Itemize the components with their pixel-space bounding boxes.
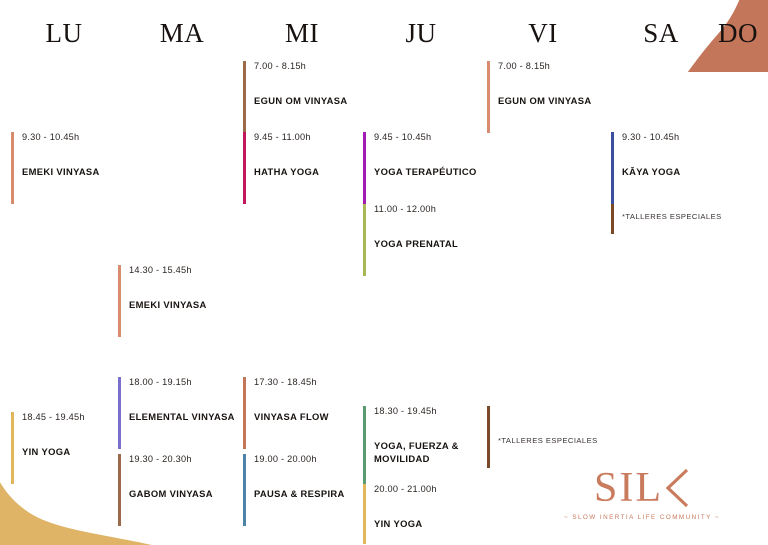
logo-silk-text: SIL: [594, 465, 663, 511]
day-header-mi: MI: [285, 18, 319, 48]
class-color-bar: [611, 132, 614, 204]
class-block-ma-gabom-vinyasa[interactable]: 19.30 - 20.30h GABOM VINYASA: [118, 454, 242, 526]
class-time: 20.00 - 21.00h: [374, 484, 437, 494]
logo-tagline: ~ SLOW INERTIA LIFE COMMUNITY ~: [564, 514, 720, 521]
class-time: 9.45 - 11.00h: [254, 132, 311, 142]
class-color-bar: [611, 204, 614, 234]
class-block-mi-pausa-respira[interactable]: 19.00 - 20.00h PAUSA & RESPIRA: [243, 454, 367, 526]
class-title: GABOM VINYASA: [129, 488, 213, 500]
class-block-vi-talleres-especiales[interactable]: *TALLERES ESPECIALES: [487, 406, 611, 468]
class-color-bar: [118, 265, 121, 337]
logo-chevron-k-icon: [665, 468, 689, 508]
class-block-mi-vinyasa-flow[interactable]: 17.30 - 18.45h VINYASA FLOW: [243, 377, 367, 449]
special-workshops-note: *TALLERES ESPECIALES: [498, 436, 598, 445]
class-block-ju-yin-yoga[interactable]: 20.00 - 21.00h YIN YOGA: [363, 484, 487, 544]
class-block-ma-emeki-vinyasa[interactable]: 14.30 - 15.45h EMEKI VINYASA: [118, 265, 242, 337]
class-title: EGUN OM VINYASA: [498, 95, 592, 107]
class-block-ju-yoga-fuerza-movilidad[interactable]: 18.30 - 19.45h YOGA, FUERZA & MOVILIDAD: [363, 406, 487, 484]
class-time: 18.00 - 19.15h: [129, 377, 192, 387]
class-title: YIN YOGA: [374, 518, 423, 530]
class-time: 14.30 - 15.45h: [129, 265, 192, 275]
class-color-bar: [363, 204, 366, 276]
class-block-ju-yoga-terapeutico[interactable]: 9.45 - 10.45h YOGA TERAPÉUTICO: [363, 132, 487, 204]
special-workshops-note: *TALLERES ESPECIALES: [622, 212, 722, 221]
class-title: EMEKI VINYASA: [22, 166, 100, 178]
day-header-lu: LU: [45, 18, 83, 48]
class-time: 18.45 - 19.45h: [22, 412, 85, 422]
class-time: 9.45 - 10.45h: [374, 132, 432, 142]
class-title: EMEKI VINYASA: [129, 299, 207, 311]
class-color-bar: [118, 454, 121, 526]
day-header-row: LU MA MI JU VI SA DO: [0, 18, 768, 52]
class-title: PAUSA & RESPIRA: [254, 488, 345, 500]
class-time: 7.00 - 8.15h: [498, 61, 551, 71]
class-title: ELEMENTAL VINYASA: [129, 411, 235, 423]
class-color-bar: [11, 412, 14, 484]
class-title: EGUN OM VINYASA: [254, 95, 348, 107]
class-time: 9.30 - 10.45h: [22, 132, 80, 142]
class-block-do-talleres-especiales[interactable]: *TALLERES ESPECIALES: [611, 204, 735, 234]
day-header-sa: SA: [643, 18, 679, 48]
day-header-ju: JU: [405, 18, 437, 48]
class-time: 11.00 - 12.00h: [374, 204, 437, 214]
class-block-vi-egun-om-vinyasa[interactable]: 7.00 - 8.15h EGUN OM VINYASA: [487, 61, 611, 133]
class-time: 18.30 - 19.45h: [374, 406, 437, 416]
class-time: 17.30 - 18.45h: [254, 377, 317, 387]
day-header-ma: MA: [159, 18, 205, 48]
class-block-lu-yin-yoga[interactable]: 18.45 - 19.45h YIN YOGA: [11, 412, 135, 484]
brand-logo: SIL ~ SLOW INERTIA LIFE COMMUNITY ~: [564, 467, 720, 521]
class-color-bar: [487, 61, 490, 133]
class-color-bar: [243, 377, 246, 449]
class-block-do-kaya-yoga[interactable]: 9.30 - 10.45h KĀYA YOGA: [611, 132, 735, 204]
class-color-bar: [243, 132, 246, 204]
class-title: YOGA, FUERZA & MOVILIDAD: [374, 440, 459, 464]
class-color-bar: [363, 406, 366, 484]
class-color-bar: [363, 132, 366, 204]
class-color-bar: [243, 454, 246, 526]
class-title: YOGA TERAPÉUTICO: [374, 166, 477, 178]
class-time: 7.00 - 8.15h: [254, 61, 307, 71]
day-header-do: DO: [718, 18, 758, 48]
class-block-mi-hatha-yoga[interactable]: 9.45 - 11.00h HATHA YOGA: [243, 132, 367, 204]
class-color-bar: [363, 484, 366, 544]
class-block-mi-egun-om-vinyasa[interactable]: 7.00 - 8.15h EGUN OM VINYASA: [243, 61, 367, 133]
logo-wordmark: SIL: [564, 467, 720, 509]
class-block-lu-emeki-vinyasa[interactable]: 9.30 - 10.45h EMEKI VINYASA: [11, 132, 135, 204]
class-time: 9.30 - 10.45h: [622, 132, 680, 142]
class-title: HATHA YOGA: [254, 166, 320, 178]
class-color-bar: [11, 132, 14, 204]
class-time: 19.00 - 20.00h: [254, 454, 317, 464]
class-block-ju-yoga-prenatal[interactable]: 11.00 - 12.00h YOGA PRENATAL: [363, 204, 487, 276]
class-title: KĀYA YOGA: [622, 166, 681, 178]
class-time: 19.30 - 20.30h: [129, 454, 192, 464]
day-header-vi: VI: [528, 18, 558, 48]
class-title: YIN YOGA: [22, 446, 71, 458]
class-color-bar: [118, 377, 121, 449]
class-color-bar: [487, 406, 490, 468]
class-color-bar: [243, 61, 246, 133]
class-title: VINYASA FLOW: [254, 411, 329, 423]
class-title: YOGA PRENATAL: [374, 238, 459, 250]
class-block-ma-elemental-vinyasa[interactable]: 18.00 - 19.15h ELEMENTAL VINYASA: [118, 377, 242, 449]
